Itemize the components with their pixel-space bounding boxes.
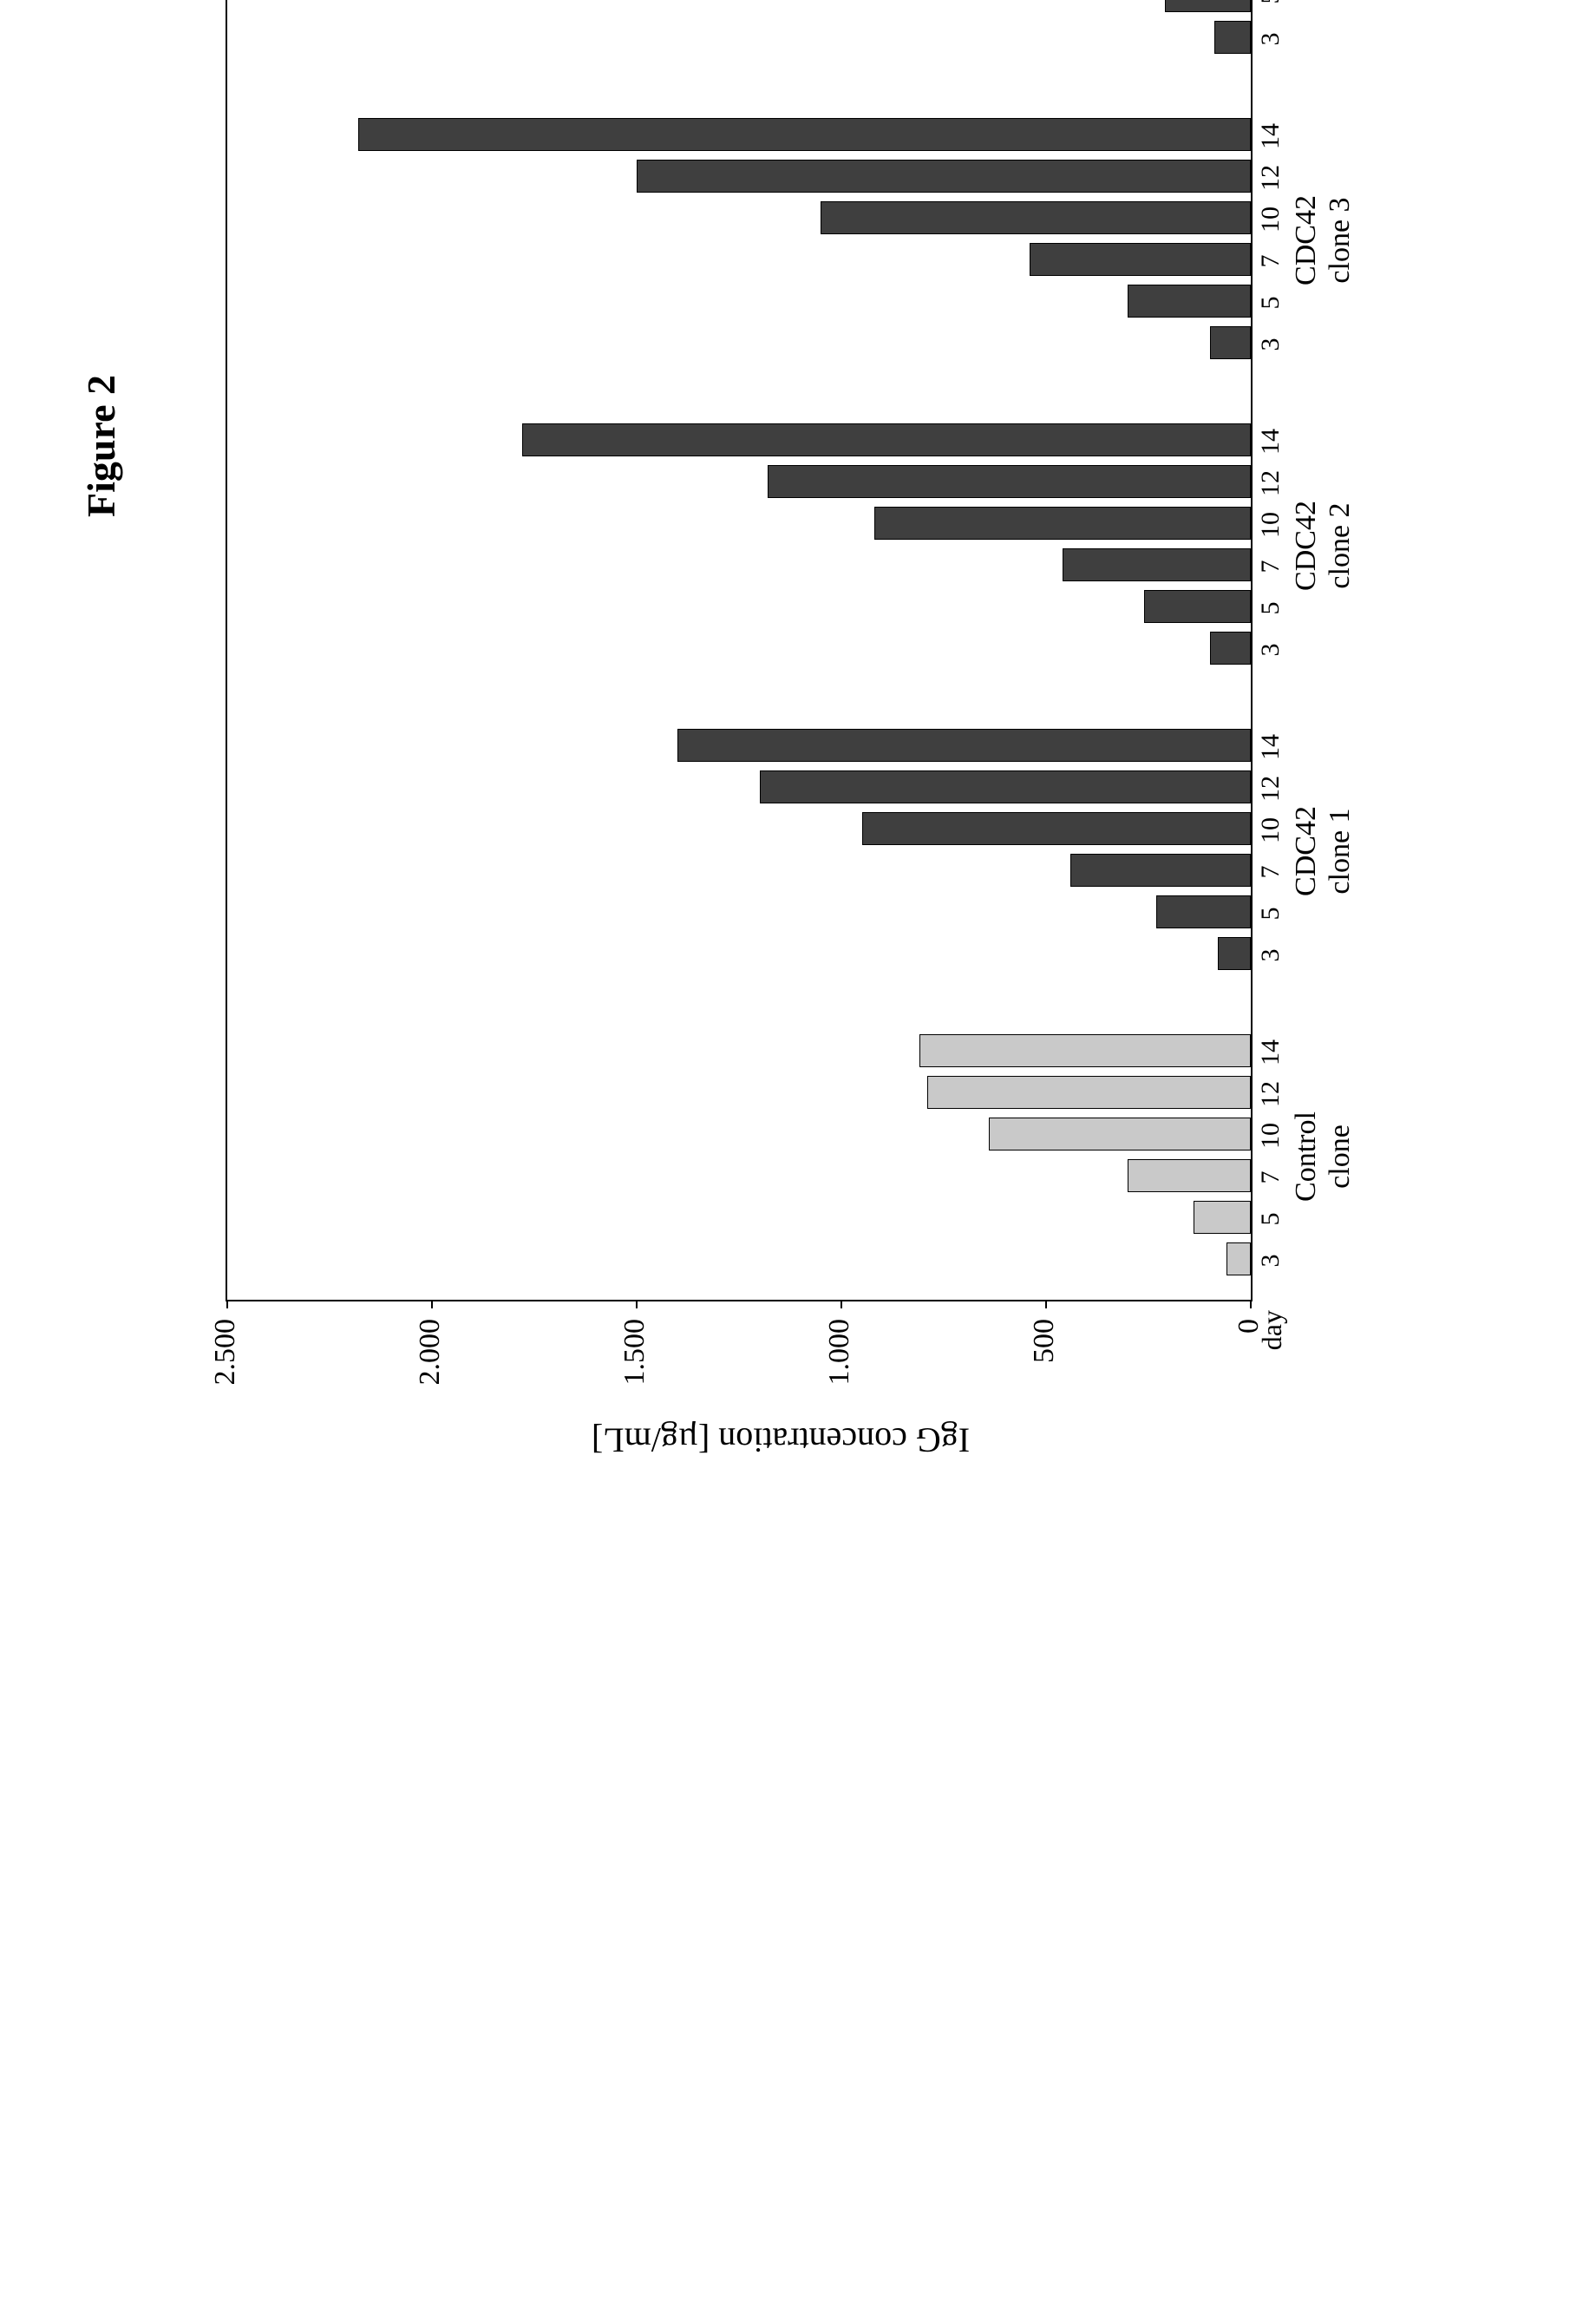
y-tick-mark [226,1300,228,1308]
y-tick-label: 1.500 [618,1319,651,1423]
x-day-label: 12 [1256,1081,1285,1107]
bar [1210,632,1251,665]
x-day-label: 7 [1256,255,1285,268]
bar [768,465,1251,498]
y-tick-label: 500 [1028,1319,1061,1423]
x-day-label: 14 [1256,429,1285,455]
bar [522,423,1251,456]
x-day-label: 5 [1256,0,1285,4]
bar [874,507,1251,540]
bar [1218,937,1251,970]
x-day-label: 5 [1256,602,1285,615]
bar [1030,243,1251,276]
bar [862,812,1251,845]
y-tick-mark [1045,1300,1047,1308]
y-tick-label: 1.000 [823,1319,856,1423]
figure-title: Figure 2 [78,0,124,1596]
y-tick-label: 2.000 [414,1319,447,1423]
bar [919,1034,1251,1067]
x-day-label: 3 [1256,644,1285,657]
bar [1165,0,1251,12]
x-day-label: 3 [1256,338,1285,351]
x-day-label: 14 [1256,734,1285,760]
bar [358,118,1251,151]
bar [677,729,1251,762]
x-day-label: 10 [1256,817,1285,843]
x-day-label: 5 [1256,1213,1285,1226]
bar [1210,326,1251,359]
x-day-label: 5 [1256,297,1285,310]
x-day-label: 12 [1256,165,1285,191]
bar [821,201,1251,234]
bar [1070,854,1251,887]
x-day-label: 3 [1256,1255,1285,1268]
x-day-label: 3 [1256,33,1285,46]
x-day-label: 3 [1256,949,1285,962]
x-day-label: 14 [1256,123,1285,149]
x-day-label: 7 [1256,866,1285,879]
bar [1156,895,1251,928]
x-day-label: 5 [1256,908,1285,921]
chart-canvas: Figure 2 IgG concentration [µg/mL] day 0… [0,0,1596,1596]
y-tick-label: 2.500 [209,1319,242,1423]
x-day-label: 10 [1256,206,1285,233]
page-rotation-wrapper: Figure 2 IgG concentration [µg/mL] day 0… [0,0,1596,1596]
bar [1214,21,1251,54]
bar [1063,548,1251,581]
y-tick-mark [636,1300,638,1308]
x-day-label: 10 [1256,1123,1285,1149]
group-label: CDC42 clone 1 [1289,806,1357,896]
x-day-label: 14 [1256,1039,1285,1065]
y-tick-mark [431,1300,433,1308]
group-label: Control clone [1289,1111,1357,1202]
x-day-label: 7 [1256,1171,1285,1184]
bar [1144,590,1251,623]
group-label: CDC42 clone 3 [1289,195,1357,285]
group-label: CDC42 clone 2 [1289,501,1357,591]
bar [989,1118,1251,1150]
y-tick-label: 0 [1233,1319,1266,1423]
bar [1128,285,1251,318]
y-tick-mark [841,1300,842,1308]
bar [1128,1159,1251,1192]
x-day-label: 12 [1256,470,1285,496]
x-day-label: 7 [1256,560,1285,574]
bar [1226,1242,1251,1275]
plot-area [226,0,1253,1301]
y-axis-label: IgG concentration [µg/mL] [592,1420,970,1461]
bar [927,1076,1251,1109]
x-day-label: 10 [1256,512,1285,538]
bar [760,770,1251,803]
y-tick-mark [1250,1300,1252,1308]
bar [1194,1201,1251,1234]
bar [637,160,1251,193]
x-day-label: 12 [1256,776,1285,802]
